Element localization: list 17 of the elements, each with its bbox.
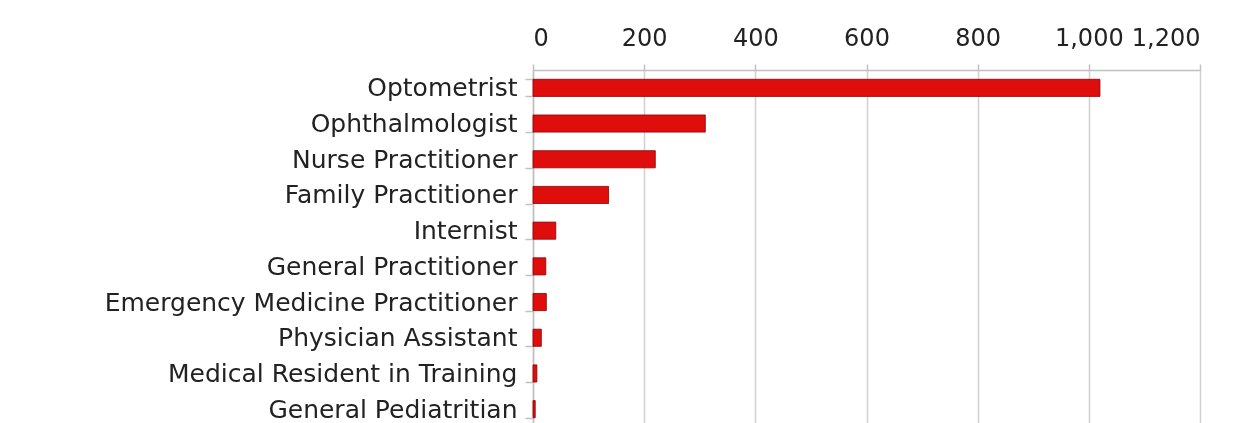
x-tick-label: 1,200 — [1131, 23, 1201, 52]
y-tick-label: Ophthalmologist — [310, 109, 518, 139]
y-tick-label: Internist — [413, 216, 518, 246]
y-tick-label: Physician Assistant — [278, 323, 518, 353]
y-tick-label: General Pediatritian — [268, 394, 518, 423]
x-tick-label: 600 — [844, 23, 890, 52]
x-tick-label: 800 — [955, 23, 1002, 52]
x-tick-label: 200 — [621, 23, 668, 52]
y-tick-label: Medical Resident in Training — [167, 358, 518, 388]
x-tick-label: 1,000 — [1054, 23, 1124, 52]
y-tick-label: Family Practitioner — [284, 180, 519, 210]
x-tick-label: 400 — [732, 23, 779, 52]
y-tick-label: Optometrist — [367, 73, 518, 103]
y-tick-label: Emergency Medicine Practitioner — [104, 287, 519, 317]
y-tick-label: General Practitioner — [266, 251, 519, 281]
y-tick-label: Nurse Practitioner — [292, 144, 519, 174]
x-tick-label: 0 — [533, 23, 549, 52]
